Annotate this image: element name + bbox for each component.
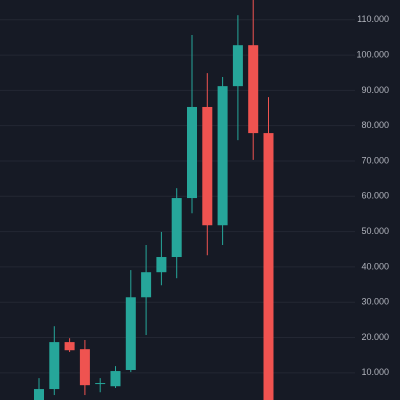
candle-body [64,342,75,351]
candle-body [156,257,167,273]
candle-body [202,106,213,226]
y-tick-label: 30.000 [361,297,389,307]
y-tick-label: 110.000 [357,14,389,24]
candle-body [232,45,243,87]
candle-body [110,371,121,387]
candle-body [263,133,274,400]
candle-body [141,272,152,298]
y-axis: 10.000 20.000 30.000 40.000 50.000 60.000 70.0… [356,14,389,377]
y-tick-label: 100.000 [356,49,389,59]
candle-body [49,342,60,390]
candle-body [95,383,106,385]
candle-body [171,198,182,258]
y-tick-label: 80.000 [361,120,389,130]
y-tick-label: 90.000 [361,85,389,95]
y-tick-label: 20.000 [361,332,389,342]
candle-body [187,106,197,199]
y-tick-label: 50.000 [361,226,389,236]
candle-body [217,86,228,226]
candle-body [248,45,259,134]
candle-body [125,297,136,370]
y-tick-label: 10.000 [361,367,389,377]
y-tick-label: 60.000 [361,191,389,201]
candle-body [79,349,90,386]
grid [0,19,355,374]
candle-body [34,389,44,400]
y-tick-label: 70.000 [361,155,389,165]
y-tick-label: 40.000 [361,261,389,271]
candles [34,0,274,400]
